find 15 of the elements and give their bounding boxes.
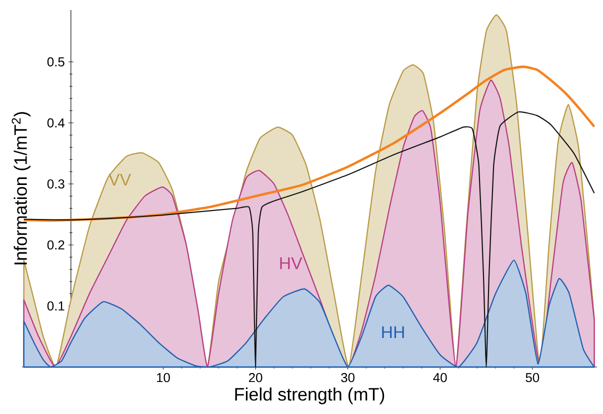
x-tick-label: 50 — [526, 373, 540, 382]
x-axis-title: Field strength (mT) — [235, 388, 384, 404]
series-label: VV — [108, 174, 132, 186]
x-tick-label: 20 — [248, 373, 262, 382]
x-tick-label: 10 — [156, 373, 170, 382]
y-tick-label: 0.1 — [47, 301, 64, 311]
x-tick-label: 30 — [341, 373, 355, 382]
y-axis-title: Information (1/mT$^{2}$) — [12, 112, 30, 264]
y-tick-label: 0.2 — [47, 240, 64, 250]
x-tick-label: 40 — [433, 373, 447, 382]
series-label: HV — [280, 257, 302, 270]
y-tick-label: 0.4 — [47, 118, 65, 128]
y-tick-label: 0.5 — [47, 57, 64, 66]
series-label: HH — [382, 326, 404, 338]
y-tick-label: 0.3 — [47, 179, 64, 189]
